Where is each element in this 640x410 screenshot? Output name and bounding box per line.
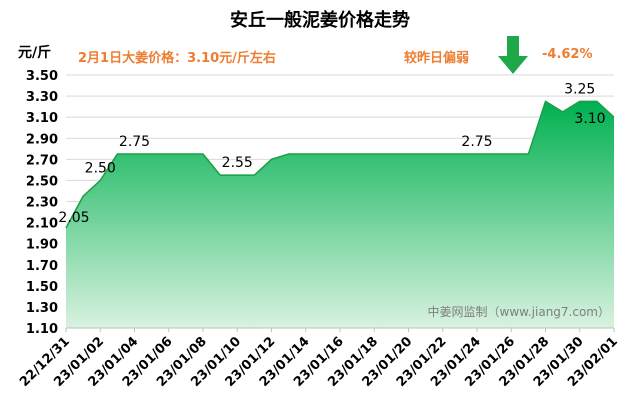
y-tick-label: 3.50 — [26, 69, 58, 84]
chart-title: 安丘一般泥姜价格走势 — [230, 10, 410, 31]
data-label: 2.05 — [58, 210, 89, 226]
y-tick-label: 3.10 — [26, 111, 58, 126]
y-tick-label: 2.50 — [26, 174, 58, 189]
price-area — [66, 101, 614, 328]
y-axis-unit: 元/斤 — [18, 45, 52, 61]
y-tick-label: 1.70 — [26, 259, 58, 274]
area-series — [65, 100, 615, 329]
y-tick-label: 2.10 — [26, 217, 58, 232]
y-tick-label: 1.30 — [26, 301, 58, 316]
price-note: 2月1日大姜价格：3.10元/斤左右 — [78, 51, 276, 66]
y-tick-label: 3.30 — [26, 90, 58, 105]
data-label: 3.25 — [564, 81, 595, 97]
y-tick-label: 2.70 — [26, 153, 58, 168]
change-value: -4.62% — [542, 47, 593, 62]
y-tick-label: 1.90 — [26, 238, 58, 253]
y-tick-label: 1.50 — [26, 280, 58, 295]
price-line — [65, 100, 615, 229]
data-label: 2.50 — [85, 160, 116, 176]
down-arrow-icon — [498, 36, 528, 74]
y-tick-label: 2.30 — [26, 196, 58, 211]
data-labels: 2.052.502.752.552.753.253.10 — [58, 81, 605, 226]
y-axis-ticks: 1.10 1.30 1.50 1.70 1.90 2.10 2.30 2.50 2.70 2.90… — [26, 69, 58, 337]
data-label: 2.55 — [222, 155, 253, 171]
data-label: 2.75 — [119, 134, 150, 150]
y-tick-label: 1.10 — [26, 322, 58, 337]
data-label: 3.10 — [574, 111, 605, 127]
change-label: 较昨日偏弱 — [404, 51, 470, 66]
data-label: 2.75 — [461, 134, 492, 150]
x-axis-ticks: 22/12/3123/01/0223/01/0423/01/0623/01/08… — [17, 328, 621, 390]
watermark: 中姜网监制（www.jiang7.com） — [428, 304, 610, 319]
y-tick-label: 2.90 — [26, 132, 58, 147]
